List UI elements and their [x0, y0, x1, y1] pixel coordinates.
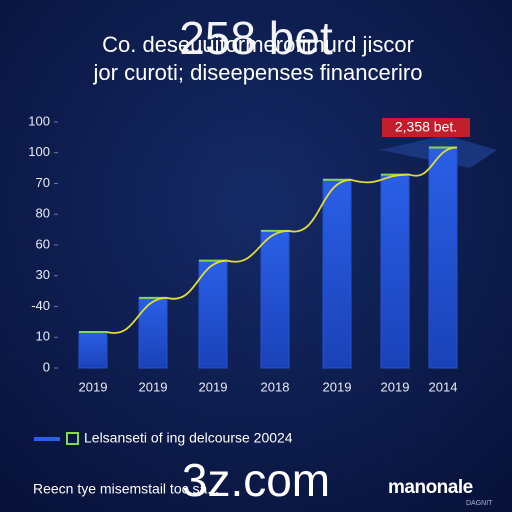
y-tick-label: 30 [36, 267, 50, 282]
x-tick-label: 2019 [381, 379, 410, 394]
chart-title: Co. deseuuitormerofimurd jiscor [102, 32, 414, 57]
y-tick-label: 80 [36, 206, 50, 221]
y-tick-label: -40 [31, 298, 50, 313]
y-tick-label: 10 [36, 329, 50, 344]
annotation-box [382, 118, 470, 137]
y-tick-label: 100 [28, 144, 50, 159]
watermark: 258 bet [179, 12, 333, 64]
legend-swatch [66, 432, 79, 445]
bar [198, 260, 228, 369]
x-tick-label: 2019 [199, 379, 228, 394]
y-tick-label: 70 [36, 175, 50, 190]
x-tick-label: 2019 [139, 379, 168, 394]
bar [78, 331, 108, 369]
bar [380, 174, 410, 369]
logo: manonale [388, 477, 473, 498]
logo-sub: DAGNIT [466, 500, 493, 507]
y-tick-label: 60 [36, 236, 50, 251]
watermark: 3z.com [182, 454, 330, 506]
bar [260, 230, 290, 369]
y-tick-label: 100 [28, 113, 50, 128]
bar [138, 297, 168, 369]
footer: Reecn tye misemstail toc sa... [33, 481, 219, 497]
chart-subtitle: jor curoti; diseepenses financeriro [93, 60, 423, 85]
x-tick-label: 2014 [429, 379, 458, 394]
x-tick-label: 2018 [261, 379, 290, 394]
x-tick-label: 2019 [323, 379, 352, 394]
bar [322, 179, 352, 369]
legend-label: Lelsanseti of ing delcourse 20024 [84, 430, 293, 446]
trend-line [106, 146, 458, 334]
y-tick-label: 0 [43, 359, 50, 374]
annotation: 2,358 bet. [395, 119, 457, 135]
bar [428, 147, 458, 369]
x-tick-label: 2019 [79, 379, 108, 394]
